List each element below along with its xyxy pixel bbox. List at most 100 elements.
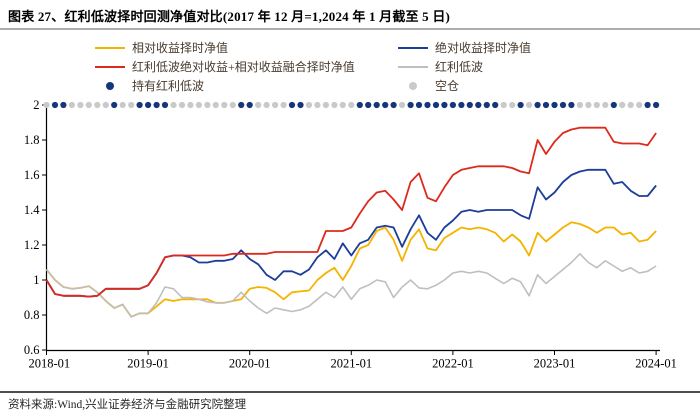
y-tick-label: 1.8 <box>24 133 40 147</box>
empty-position-dot <box>602 101 609 109</box>
empty-position-dot <box>500 101 507 109</box>
y-tick-label: 0.8 <box>24 308 40 322</box>
empty-position-dot <box>77 101 84 109</box>
empty-position-dot <box>526 101 533 109</box>
hold-position-dot <box>492 101 499 109</box>
source-note: 资料来源:Wind,兴业证券经济与金融研究院整理 <box>8 399 247 411</box>
chart-title: 图表 27、红利低波择时回测净值对比(2017 年 12 月=1,2024 年 … <box>8 9 451 24</box>
hold-position-dot <box>559 101 567 109</box>
empty-position-dot <box>636 101 643 109</box>
empty-position-dot <box>272 101 279 109</box>
empty-position-dot <box>576 101 584 109</box>
empty-position-dot <box>195 101 202 109</box>
hold-position-dot <box>136 101 143 109</box>
legend-item-index: 红利低波 <box>398 59 483 75</box>
hold-position-dot <box>60 101 67 109</box>
x-tick-label: 2019-01 <box>127 357 169 371</box>
y-tick-label: 2 <box>33 98 39 112</box>
empty-position-dot <box>94 101 101 109</box>
empty-position-dot <box>263 101 270 109</box>
series-line-红利低波 <box>45 253 657 318</box>
hold-position-dot <box>161 101 169 109</box>
blue-line-marker <box>398 47 428 49</box>
legend-label: 空仓 <box>435 79 460 93</box>
legend-item-relative: 相对收益择时净值 <box>95 40 228 56</box>
y-tick-label: 1.6 <box>24 168 40 182</box>
empty-position-dot <box>102 101 109 109</box>
hold-position-dot <box>153 101 160 109</box>
empty-position-dot <box>119 101 126 109</box>
hold-position-dot <box>51 101 59 109</box>
x-tick-label: 2023-01 <box>534 357 576 371</box>
hold-position-dot <box>246 101 253 109</box>
x-tick-label: 2024-01 <box>635 357 677 371</box>
hold-position-dot <box>534 101 541 109</box>
hold-position-dot <box>424 101 431 109</box>
hold-position-dot <box>288 101 296 109</box>
empty-position-dot <box>339 101 346 109</box>
hold-position-dot <box>145 101 152 109</box>
empty-position-dot <box>593 101 600 109</box>
hold-position-dot <box>365 101 372 109</box>
hold-position-dot <box>542 101 550 109</box>
legend-item-absolute: 绝对收益择时净值 <box>398 40 531 56</box>
empty-position-dot <box>85 101 92 109</box>
gray-line-marker <box>398 66 428 68</box>
empty-position-dot <box>128 101 135 109</box>
empty-position-dot <box>627 101 634 109</box>
empty-position-dot <box>255 101 262 109</box>
hold-position-dot <box>610 101 617 109</box>
empty-position-dot <box>280 101 287 109</box>
empty-position-dot <box>585 101 592 109</box>
series-line-红利低波绝对收益+相对收益融合择时净值 <box>45 126 657 298</box>
title-divider <box>0 28 700 30</box>
hold-position-dot <box>483 101 490 109</box>
empty-position-dot <box>221 101 228 109</box>
hold-position-dot <box>644 101 651 109</box>
hold-position-dot <box>568 101 575 109</box>
empty-position-dot <box>322 101 329 109</box>
hold-position-dot <box>373 101 380 109</box>
empty-position-dot <box>170 101 177 109</box>
empty-position-dot <box>68 101 75 109</box>
empty-position-dot <box>331 101 338 109</box>
empty-position-dot <box>204 101 211 109</box>
hold-position-dot <box>466 101 473 109</box>
empty-position-dot <box>399 101 406 109</box>
hold-position-dot <box>297 101 304 109</box>
series-line-相对收益择时净值 <box>45 221 657 318</box>
hold-position-dot <box>238 101 245 109</box>
hold-position-dot <box>382 101 389 109</box>
hold-position-dot <box>458 101 465 109</box>
y-tick-label: 1.4 <box>24 203 40 217</box>
legend-item-hold: 持有红利低波 <box>95 78 204 94</box>
hold-position-dot <box>390 101 397 109</box>
y-tick-label: 1 <box>33 273 39 287</box>
x-tick-label: 2020-01 <box>229 357 271 371</box>
hold-position-dot <box>653 101 660 109</box>
empty-position-dot <box>187 101 194 109</box>
hold-position-dot <box>551 101 558 109</box>
yellow-line-marker <box>95 47 125 49</box>
legend-item-empty: 空仓 <box>398 78 459 94</box>
legend-label: 红利低波绝对收益+相对收益融合择时净值 <box>132 60 355 74</box>
hold-position-dot <box>356 101 363 109</box>
legend-item-fusion: 红利低波绝对收益+相对收益融合择时净值 <box>95 59 355 75</box>
hold-position-dot <box>415 101 423 109</box>
legend-label: 持有红利低波 <box>132 79 205 93</box>
legend: 相对收益择时净值 绝对收益择时净值 红利低波绝对收益+相对收益融合择时净值 红利… <box>0 40 700 98</box>
series-line-绝对收益择时净值 <box>45 168 657 298</box>
empty-dot-marker <box>398 81 428 91</box>
hold-dot-marker <box>95 81 125 91</box>
empty-position-dot <box>305 101 313 109</box>
hold-position-dot <box>441 101 448 109</box>
x-tick-label: 2022-01 <box>432 357 474 371</box>
empty-position-dot <box>178 101 186 109</box>
hold-position-dot <box>517 101 524 109</box>
empty-position-dot <box>314 101 321 109</box>
empty-position-dot <box>212 101 219 109</box>
hold-position-dot <box>432 101 440 109</box>
empty-position-dot <box>43 101 50 109</box>
